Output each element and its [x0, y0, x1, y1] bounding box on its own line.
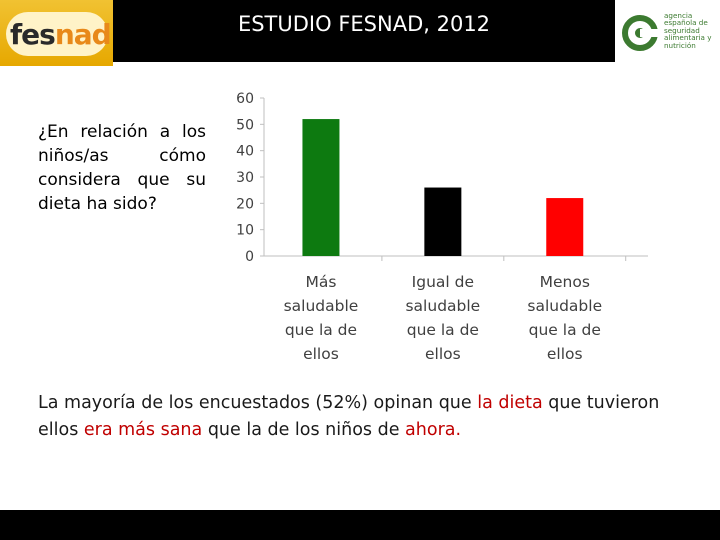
category-label: que la de — [529, 321, 601, 339]
category-label: Más — [305, 273, 336, 291]
highlighted-phrase: la dieta — [477, 393, 543, 413]
highlighted-phrase: ahora. — [405, 420, 462, 440]
logo-text-nad: nad — [54, 18, 112, 51]
y-tick-label: 40 — [236, 144, 254, 160]
survey-question: ¿En relación a los niños/as cómo conside… — [38, 122, 206, 214]
bar-3 — [546, 198, 584, 256]
aesan-text-line: seguridad — [664, 25, 700, 35]
category-label: Menos — [540, 273, 590, 291]
y-tick-label: 60 — [236, 91, 254, 107]
category-label: ellos — [303, 345, 339, 363]
conclusion-phrase: que tuvieron ellos — [38, 393, 660, 440]
page-title: ESTUDIO FESNAD, 2012 — [237, 12, 491, 36]
aesan-logo: agencia española de seguridad alimentaria y… — [622, 10, 718, 56]
logo-text-fes: fes — [10, 18, 56, 51]
aesan-text-line: agencia — [664, 11, 693, 20]
category-label: que la de — [285, 321, 357, 339]
conclusion-text: La mayoría de los encuestados (52%) opin… — [38, 390, 678, 444]
conclusion-phrase: que la de los niños de — [202, 420, 406, 440]
category-label: saludable — [405, 297, 480, 315]
highlighted-phrase: era más sana — [83, 420, 203, 440]
y-tick-label: 0 — [245, 249, 254, 265]
category-label: saludable — [284, 297, 359, 315]
category-label: que la de — [407, 321, 479, 339]
aesan-swirl-icon — [622, 15, 660, 51]
category-label: ellos — [425, 345, 461, 363]
category-label: Igual de — [412, 273, 474, 291]
bar-chart: 0 10 20 30 40 50 60 Más saludable que la de ellos… — [236, 91, 648, 363]
conclusion-phrase: La mayoría de los encuestados (52%) opin… — [38, 393, 478, 413]
x-axis-labels: Más saludable que la de ellos Igual de saluda… — [284, 256, 627, 363]
aesan-text: agencia española de seguridad alimentaria y… — [664, 12, 718, 49]
y-tick-label: 30 — [236, 170, 254, 186]
category-label: ellos — [547, 345, 583, 363]
title-bar: ESTUDIO FESNAD, 2012 — [113, 0, 615, 62]
y-tick-label: 10 — [236, 223, 254, 239]
aesan-text-line: alimentaria y — [664, 33, 712, 43]
category-label: saludable — [527, 297, 602, 315]
y-tick-label: 50 — [236, 117, 254, 133]
bar-1 — [302, 119, 340, 256]
bars — [302, 119, 584, 256]
aesan-text-line: española de — [664, 18, 708, 28]
fesnad-logo: fesnad — [0, 0, 113, 66]
aesan-text-line: nutrición — [664, 40, 696, 50]
logo-wordmark: fesnad — [10, 18, 112, 51]
logo-pill-shape — [6, 12, 108, 56]
bottom-bar — [0, 510, 720, 540]
bar-2 — [424, 187, 462, 256]
y-tick-label: 20 — [236, 196, 254, 212]
